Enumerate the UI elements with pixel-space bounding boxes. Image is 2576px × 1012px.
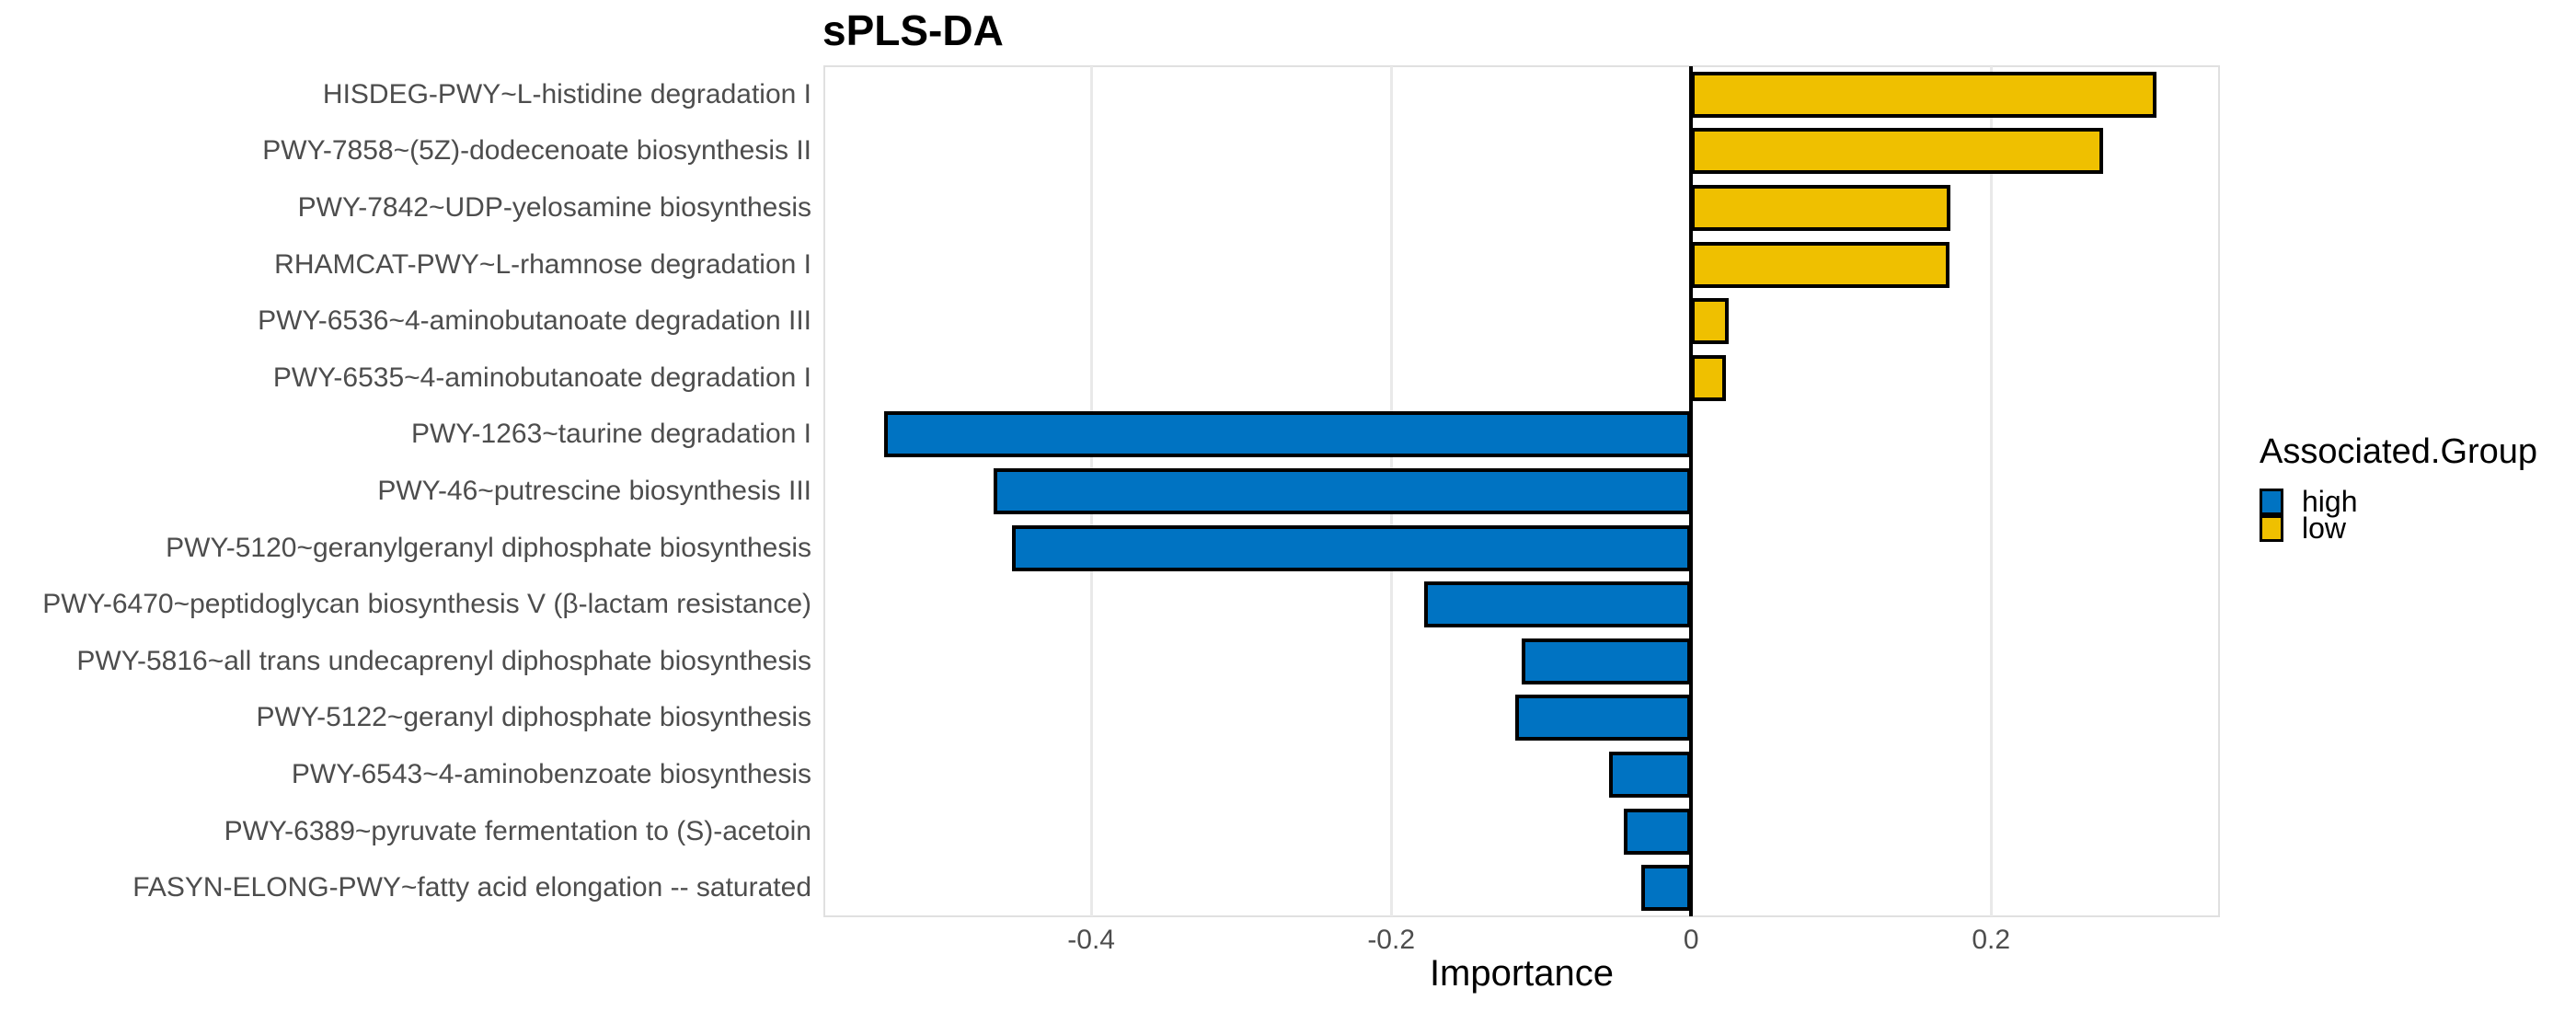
importance-bar — [1623, 808, 1692, 855]
y-axis-label: PWY-5120~geranylgeranyl diphosphate bios… — [166, 532, 811, 563]
importance-bar — [1691, 241, 1949, 288]
legend-title: Associated.Group — [2260, 432, 2538, 471]
x-gridline — [1989, 66, 1993, 916]
y-axis-label: FASYN-ELONG-PWY~fatty acid elongation --… — [132, 872, 811, 903]
y-axis-label: PWY-6536~4-aminobutanoate degradation II… — [258, 305, 811, 337]
importance-bar — [1608, 752, 1692, 798]
importance-bar — [884, 411, 1692, 458]
y-axis-label: PWY-5816~all trans undecaprenyl diphosph… — [76, 645, 811, 676]
importance-bar — [1691, 298, 1729, 345]
legend: Associated.Group high low — [2260, 432, 2538, 545]
y-axis-label: PWY-6470~peptidoglycan biosynthesis V (β… — [42, 589, 811, 620]
legend-key-low — [2260, 515, 2283, 542]
y-axis-label: PWY-46~putrescine biosynthesis III — [377, 476, 811, 506]
importance-bar — [994, 468, 1692, 514]
y-axis-label: PWY-5122~geranyl diphosphate biosynthesi… — [256, 702, 811, 733]
legend-label: low — [2302, 512, 2347, 545]
x-tick-label: -0.2 — [1367, 925, 1416, 955]
legend-entries: high low — [2260, 485, 2537, 545]
importance-bar — [1522, 638, 1692, 684]
y-axis-label: PWY-1263~taurine degradation I — [410, 419, 811, 450]
y-axis-label: RHAMCAT-PWY~L-rhamnose degradation I — [274, 248, 811, 280]
importance-bar — [1515, 695, 1692, 742]
importance-bar — [1691, 71, 2156, 118]
importance-bar — [1691, 354, 1726, 401]
x-tick-label: 0.2 — [1972, 925, 2011, 955]
importance-bar — [1691, 185, 1951, 231]
zero-line — [1689, 66, 1694, 916]
x-axis-title: Importance — [1429, 953, 1615, 994]
legend-label: high — [2302, 485, 2358, 518]
legend-entry-low: low — [2260, 512, 2537, 545]
importance-bar — [1011, 524, 1692, 571]
y-axis-label: PWY-6543~4-aminobenzoate biosynthesis — [291, 759, 811, 789]
legend-entry-high: high — [2260, 485, 2537, 518]
y-axis-label: PWY-7858~(5Z)-dodecenoate biosynthesis I… — [262, 135, 811, 167]
chart-title: sPLS-DA — [822, 6, 1004, 54]
x-tick-label: -0.4 — [1067, 925, 1115, 955]
y-axis-label: PWY-7842~UDP-yelosamine biosynthesis — [297, 192, 811, 223]
x-tick-label: 0 — [1683, 925, 1699, 955]
importance-bar — [1641, 865, 1692, 912]
importance-bar — [1424, 581, 1692, 628]
importance-bar — [1691, 128, 2104, 175]
legend-key-high — [2260, 489, 2283, 515]
y-axis-label: PWY-6535~4-aminobutanoate degradation I — [272, 362, 811, 393]
y-axis-label: PWY-6389~pyruvate fermentation to (S)-ac… — [224, 815, 811, 846]
y-axis-label: HISDEG-PWY~L-histidine degradation I — [322, 78, 811, 109]
